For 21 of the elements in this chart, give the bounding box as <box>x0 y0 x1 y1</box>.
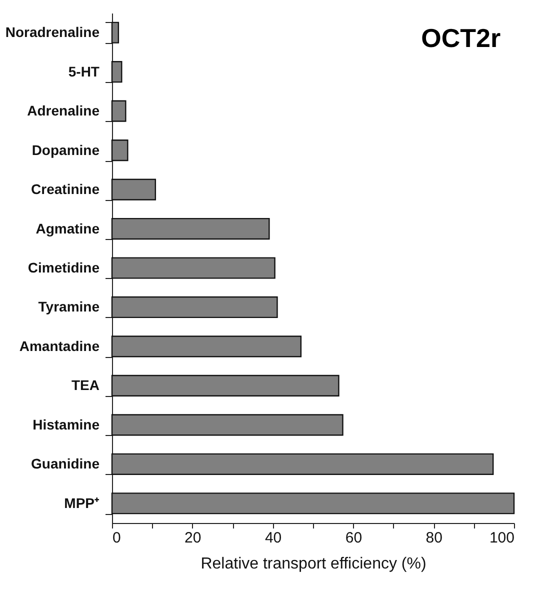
x-tick-label: 60 <box>345 530 362 546</box>
y-tick-label: Histamine <box>32 416 100 432</box>
y-tick-label: Agmatine <box>36 220 100 236</box>
x-tick-label: 40 <box>264 530 282 546</box>
x-tick-label: 80 <box>426 530 442 546</box>
y-tick-label: Guanidine <box>31 456 100 472</box>
y-tick-label: Creatinine <box>31 181 100 198</box>
y-tick-label: TEA <box>72 377 100 394</box>
x-tick-label: 20 <box>184 530 202 546</box>
y-tick-label: Amantadine <box>19 338 100 354</box>
y-tick-label: Noradrenaline <box>5 24 100 40</box>
y-tick-label: 5-HT <box>68 63 100 80</box>
y-tick-label: MPP⁺ <box>64 494 100 511</box>
y-tick-label: Adrenaline <box>27 102 100 119</box>
chart-title: OCT2r <box>421 23 501 53</box>
y-tick-label: Tyramine <box>38 298 100 315</box>
x-axis-title: Relative transport efficiency (%) <box>200 556 426 572</box>
x-tick-label: 0 <box>112 530 121 546</box>
y-tick-label: Dopamine <box>32 142 100 158</box>
y-tick-label: Cimetidine <box>28 260 100 276</box>
x-tick-label: 100 <box>489 530 514 546</box>
